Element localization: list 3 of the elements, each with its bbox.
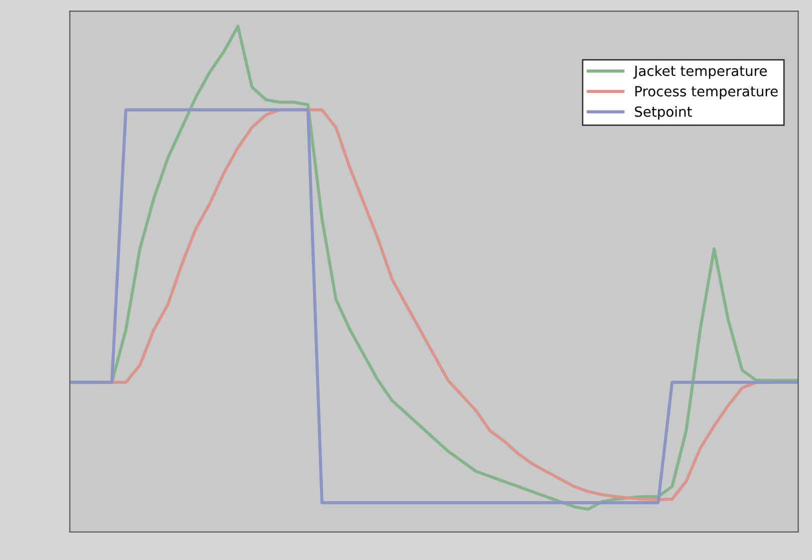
legend-label: Jacket temperature bbox=[633, 65, 767, 79]
legend-label: Setpoint bbox=[634, 106, 692, 120]
legend-label: Process temperature bbox=[635, 86, 778, 100]
